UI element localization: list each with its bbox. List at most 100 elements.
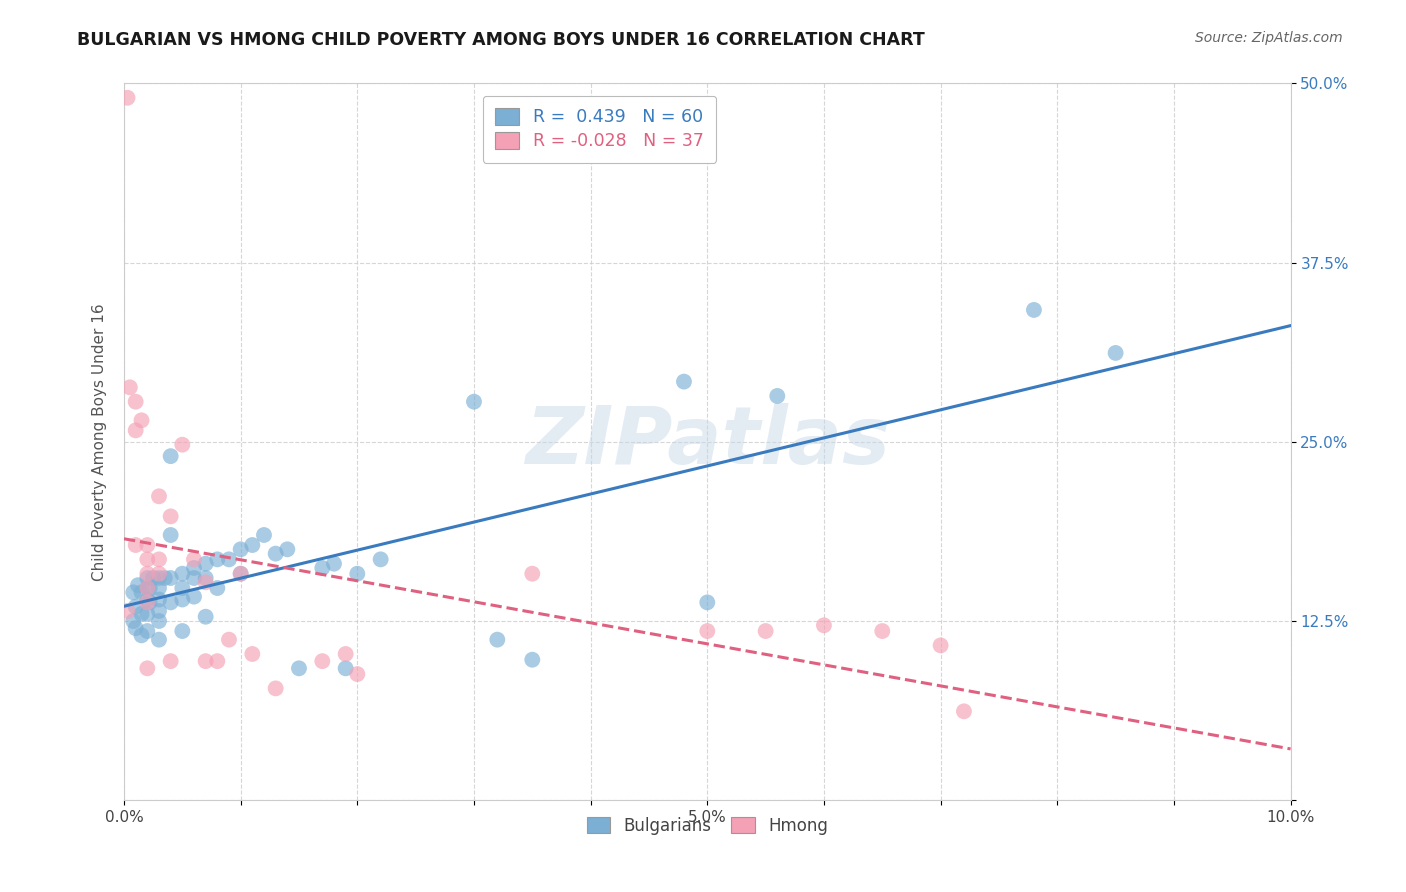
Point [240,647,263,661]
Point [138,595,160,609]
Y-axis label: Child Poverty Among Boys Under 16: Child Poverty Among Boys Under 16 [93,303,107,581]
Point [122,585,145,599]
Point [486,632,509,647]
Point [766,389,789,403]
Point [131,585,153,599]
Point [953,704,976,718]
Point [194,557,217,571]
Point [148,592,170,607]
Point [148,632,170,647]
Point [194,654,217,668]
Point [159,571,181,585]
Point [124,538,146,552]
Point [183,552,205,566]
Point [148,614,170,628]
Point [346,667,368,681]
Text: BULGARIAN VS HMONG CHILD POVERTY AMONG BOYS UNDER 16 CORRELATION CHART: BULGARIAN VS HMONG CHILD POVERTY AMONG B… [77,31,925,49]
Point [148,489,170,503]
Point [207,581,229,595]
Point [229,566,252,581]
Point [218,632,240,647]
Point [672,375,695,389]
Point [122,614,145,628]
Point [172,438,194,452]
Point [172,566,194,581]
Point [148,571,170,585]
Point [172,581,194,595]
Point [136,624,159,638]
Point [370,552,392,566]
Point [463,394,485,409]
Point [929,639,952,653]
Point [136,661,159,675]
Point [311,561,333,575]
Point [136,571,159,585]
Point [194,609,217,624]
Point [218,552,240,566]
Point [131,607,153,621]
Point [194,571,217,585]
Point [323,557,346,571]
Point [159,595,181,609]
Point [148,566,170,581]
Point [183,590,205,604]
Point [131,628,153,642]
Point [159,449,181,463]
Point [136,607,159,621]
Point [696,624,718,638]
Point [1022,302,1045,317]
Point [264,681,287,696]
Point [696,595,718,609]
Point [172,592,194,607]
Point [335,661,357,675]
Legend: Bulgarians, Hmong: Bulgarians, Hmong [578,809,837,844]
Point [240,538,263,552]
Point [229,542,252,557]
Point [142,571,165,585]
Point [264,547,287,561]
Point [183,561,205,575]
Text: Source: ZipAtlas.com: Source: ZipAtlas.com [1195,31,1343,45]
Point [117,91,139,105]
Point [148,552,170,566]
Point [136,552,159,566]
Point [159,528,181,542]
Point [136,592,159,607]
Point [136,566,159,581]
Point [335,647,357,661]
Point [276,542,298,557]
Point [131,413,153,427]
Point [755,624,778,638]
Point [194,575,217,590]
Point [153,571,176,585]
Point [136,581,159,595]
Point [136,581,159,595]
Point [288,661,311,675]
Point [148,581,170,595]
Point [159,654,181,668]
Point [207,654,229,668]
Point [148,604,170,618]
Point [159,509,181,524]
Point [229,566,252,581]
Point [183,571,205,585]
Point [117,604,139,618]
Point [1104,346,1126,360]
Point [172,624,194,638]
Point [346,566,368,581]
Point [253,528,276,542]
Point [522,566,544,581]
Point [522,653,544,667]
Point [813,618,835,632]
Point [311,654,333,668]
Text: ZIPatlas: ZIPatlas [524,403,890,481]
Point [136,595,159,609]
Point [207,552,229,566]
Point [872,624,894,638]
Point [124,599,146,614]
Point [124,621,146,635]
Point [127,578,149,592]
Point [136,538,159,552]
Point [124,423,146,437]
Point [118,380,141,394]
